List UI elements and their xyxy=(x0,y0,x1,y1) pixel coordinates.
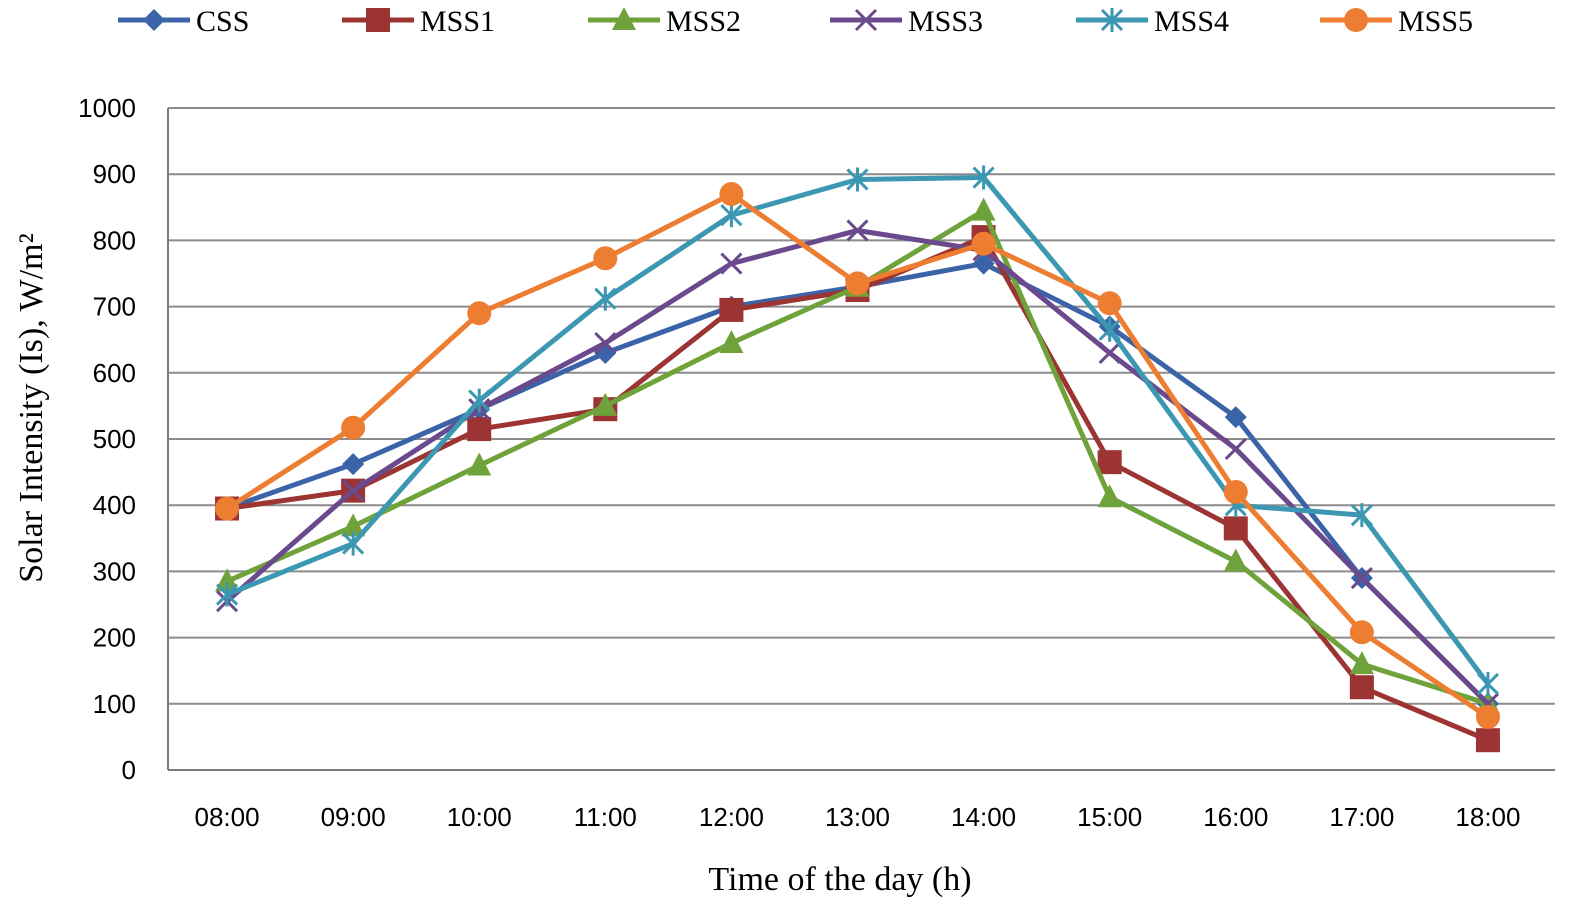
data-point xyxy=(1476,671,1500,696)
data-point xyxy=(1224,406,1247,429)
data-point xyxy=(1223,548,1248,572)
x-tick-label: 12:00 xyxy=(699,802,764,832)
data-point xyxy=(1097,450,1122,475)
data-point xyxy=(971,231,996,256)
y-tick-label: 200 xyxy=(93,623,136,653)
y-tick-label: 0 xyxy=(122,755,136,785)
legend-label: MSS1 xyxy=(420,5,495,38)
x-tick-label: 16:00 xyxy=(1203,802,1268,832)
legend-item-mss5: MSS5 xyxy=(1320,5,1473,38)
data-point xyxy=(1098,341,1121,365)
data-point xyxy=(719,330,744,354)
y-tick-label: 600 xyxy=(93,358,136,388)
data-point xyxy=(1224,437,1247,460)
data-point xyxy=(1097,291,1122,316)
data-point xyxy=(593,246,618,271)
data-point xyxy=(467,301,492,326)
data-point xyxy=(341,415,366,440)
data-point xyxy=(594,286,617,311)
data-point xyxy=(342,479,365,502)
series-mss5 xyxy=(215,182,1500,730)
data-point xyxy=(1350,503,1373,528)
data-point xyxy=(468,388,491,413)
data-point xyxy=(719,182,744,207)
data-point xyxy=(593,392,618,416)
x-tick-label: 09:00 xyxy=(321,802,386,832)
y-tick-label: 700 xyxy=(93,292,136,322)
legend: CSS MSS1 MSS2 MSS3 MSS4 MSS5 xyxy=(118,5,1473,38)
data-point xyxy=(845,271,870,296)
data-point xyxy=(467,417,492,442)
data-point xyxy=(342,531,365,556)
legend-label: CSS xyxy=(196,5,249,38)
series-line xyxy=(226,234,1489,743)
y-axis-title: Solar Intensity (Is), W/m² xyxy=(13,233,50,583)
x-tick-label: 10:00 xyxy=(447,802,512,832)
data-point xyxy=(1349,651,1374,675)
data-point xyxy=(1475,705,1500,730)
y-tick-label: 500 xyxy=(93,424,136,454)
legend-item-mss4: MSS4 xyxy=(1076,5,1229,38)
legend-label: MSS3 xyxy=(908,5,983,38)
series-layer xyxy=(215,165,1500,753)
data-point xyxy=(467,452,492,476)
data-point xyxy=(720,252,743,275)
legend-marker xyxy=(1344,8,1368,32)
series-mss1 xyxy=(215,225,1500,753)
data-point xyxy=(1349,620,1374,645)
legend-item-mss2: MSS2 xyxy=(588,5,741,38)
data-point xyxy=(215,582,239,607)
legend-item-mss1: MSS1 xyxy=(342,5,495,38)
data-point xyxy=(1097,484,1122,508)
data-point xyxy=(720,203,743,228)
x-tick-label: 15:00 xyxy=(1077,802,1142,832)
data-point xyxy=(846,167,869,192)
y-tick-label: 400 xyxy=(93,490,136,520)
data-point xyxy=(719,297,744,322)
data-point xyxy=(1350,566,1373,590)
data-point xyxy=(1223,479,1248,504)
data-point xyxy=(215,496,240,521)
y-tick-label: 900 xyxy=(93,159,136,189)
legend-marker xyxy=(854,8,878,32)
data-point xyxy=(341,513,366,537)
y-tick-label: 800 xyxy=(93,225,136,255)
data-point xyxy=(972,252,995,275)
data-point xyxy=(1475,728,1500,753)
legend-label: MSS5 xyxy=(1398,5,1473,38)
x-tick-label: 14:00 xyxy=(951,802,1016,832)
data-point xyxy=(1098,317,1121,342)
data-point xyxy=(846,219,869,242)
x-tick-label: 08:00 xyxy=(195,802,260,832)
data-point xyxy=(1223,516,1248,541)
legend-item-css: CSS xyxy=(118,5,249,38)
x-tick-label: 17:00 xyxy=(1329,802,1394,832)
legend-label: MSS4 xyxy=(1154,5,1229,38)
x-tick-label: 13:00 xyxy=(825,802,890,832)
legend-label: MSS2 xyxy=(666,5,741,38)
y-tick-label: 100 xyxy=(93,689,136,719)
x-axis-ticks: 08:00 09:00 10:00 11:00 12:00 13:00 14:00 15:00… xyxy=(195,802,1521,832)
legend-marker xyxy=(612,7,636,30)
x-axis-title: Time of the day (h) xyxy=(708,861,971,898)
x-tick-label: 18:00 xyxy=(1455,802,1520,832)
x-tick-label: 11:00 xyxy=(574,802,637,832)
legend-item-mss3: MSS3 xyxy=(830,5,983,38)
legend-marker xyxy=(1100,8,1124,32)
data-point xyxy=(972,165,995,190)
data-point xyxy=(342,453,365,476)
data-point xyxy=(1349,675,1374,700)
data-point xyxy=(971,197,996,221)
data-point xyxy=(215,568,240,592)
y-axis-ticks: 0 100 200 300 400 500 600 700 800 900 1000 xyxy=(78,93,136,785)
legend-marker xyxy=(143,9,165,31)
data-point xyxy=(594,331,617,355)
y-tick-label: 1000 xyxy=(78,93,136,123)
legend-marker xyxy=(366,8,390,32)
y-tick-label: 300 xyxy=(93,556,136,586)
